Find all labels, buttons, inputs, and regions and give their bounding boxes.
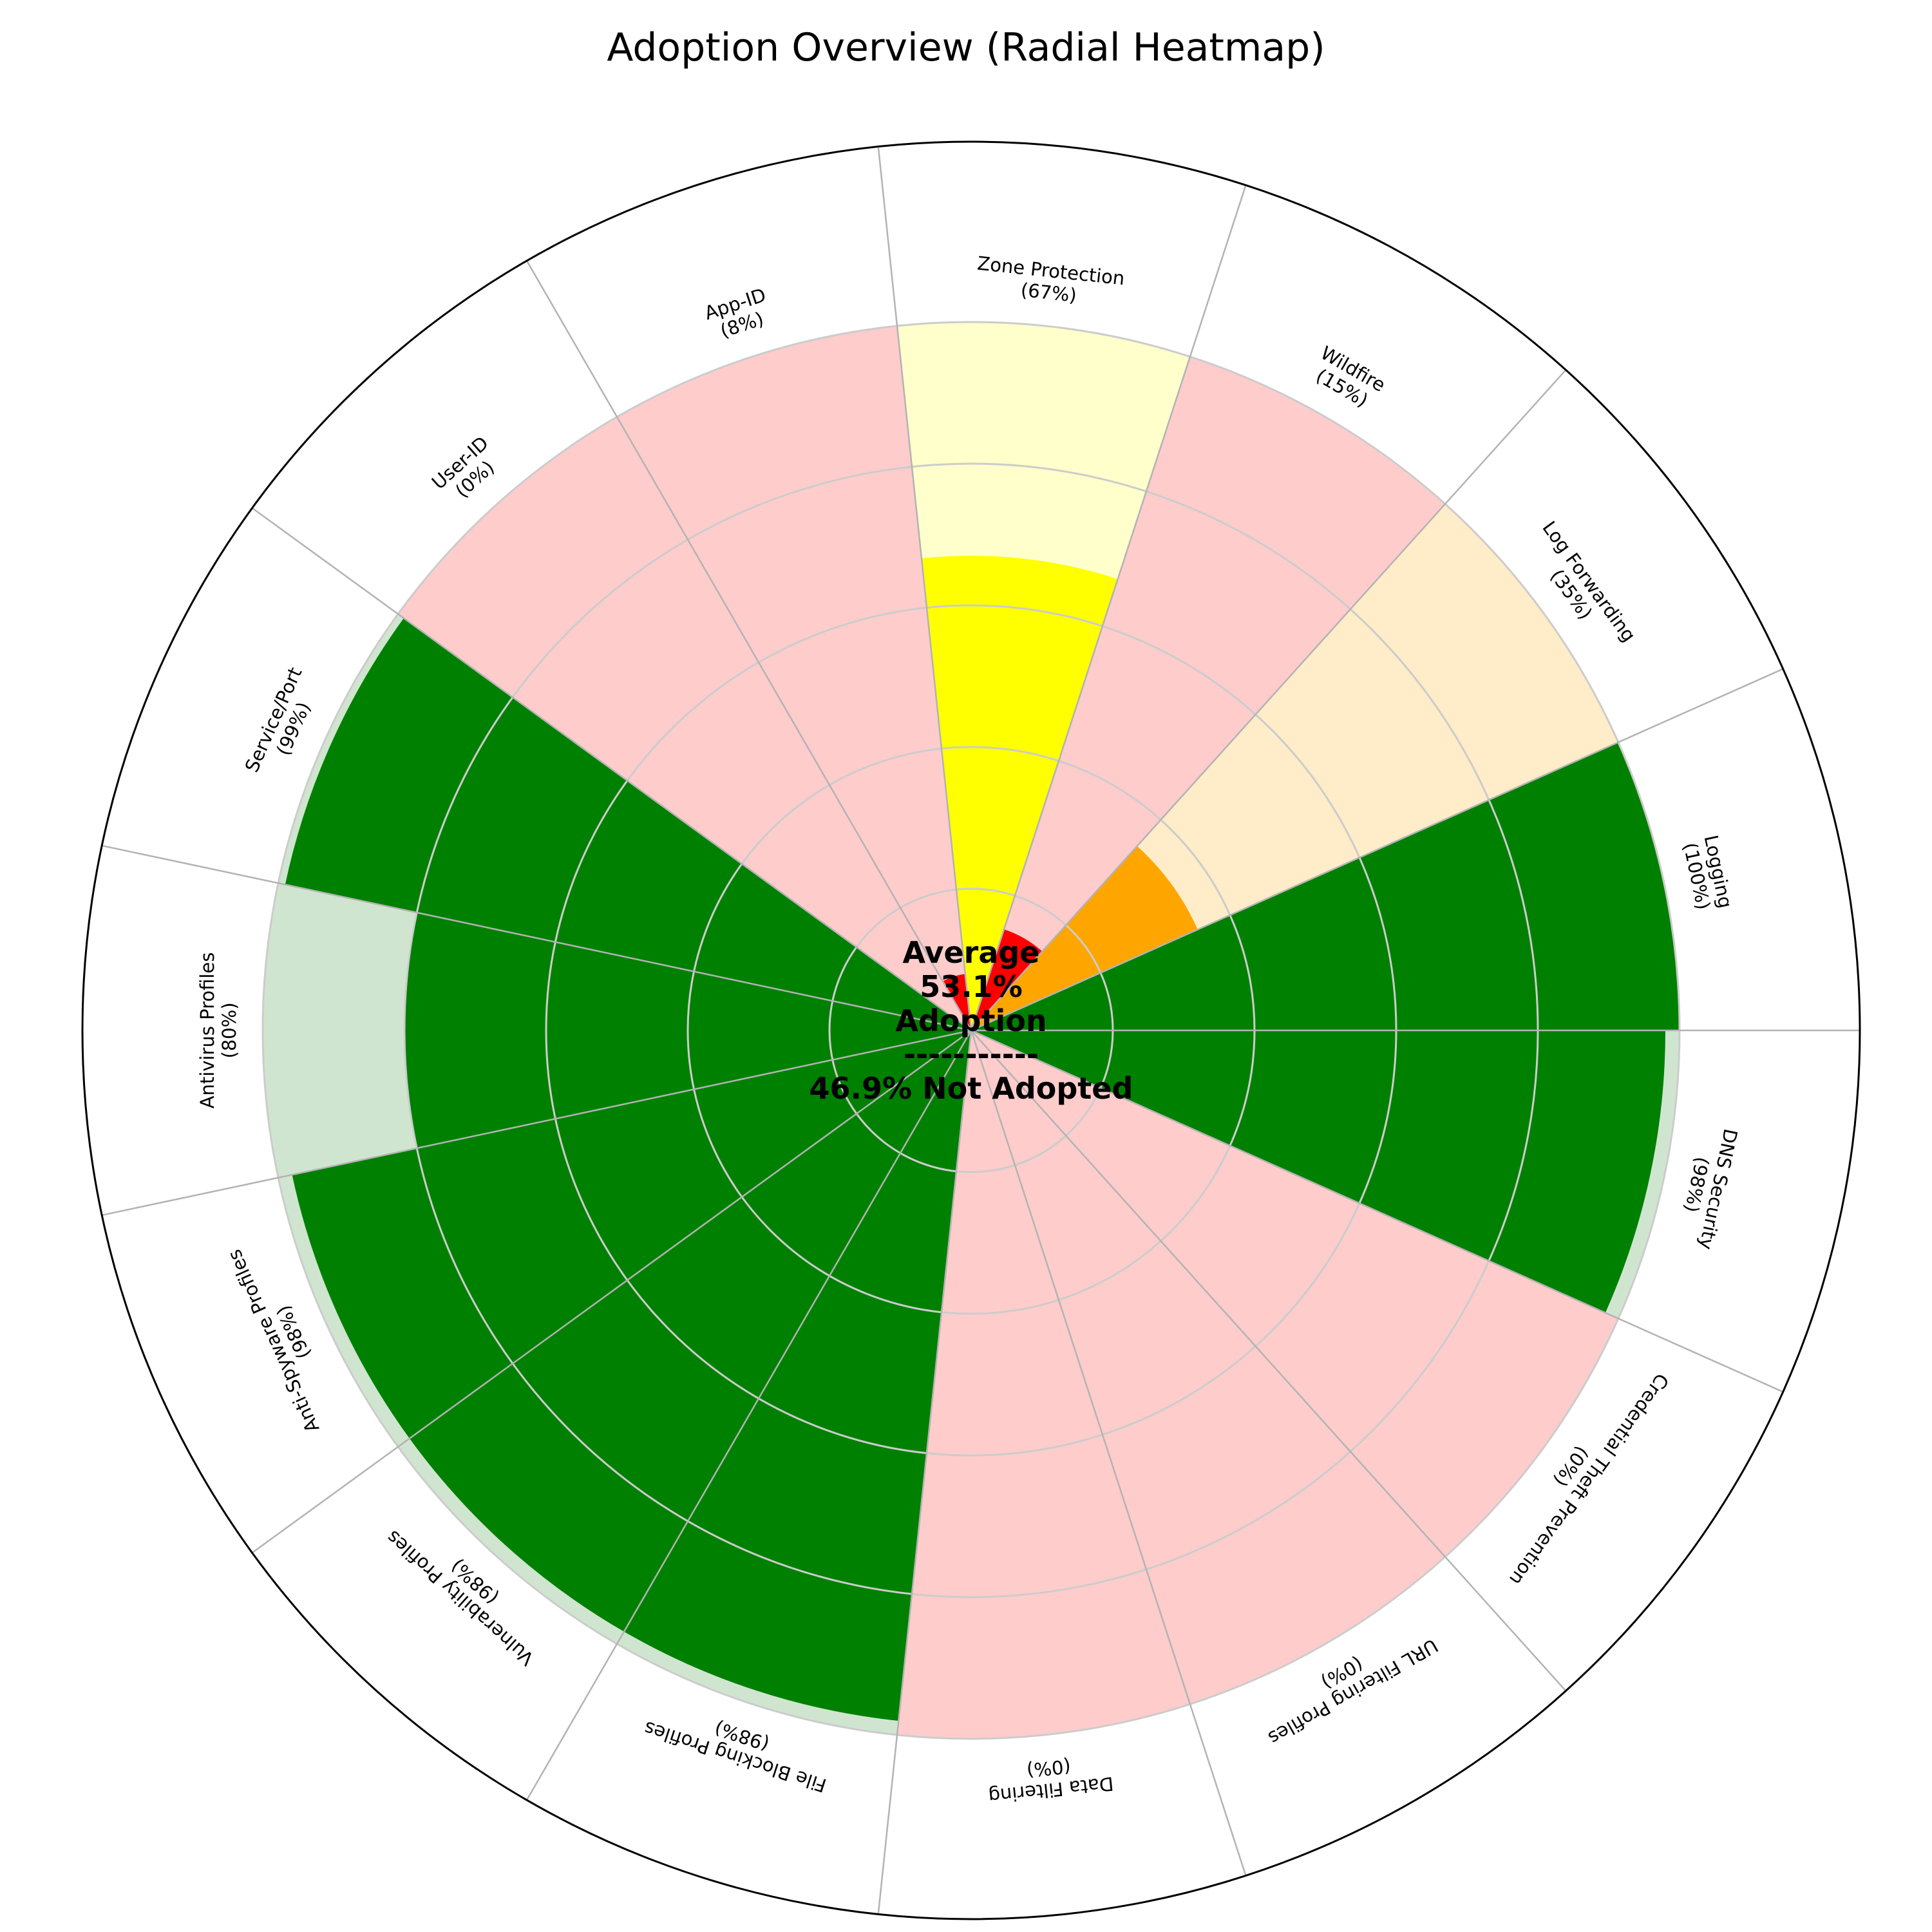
center-divider: ----------- [904, 1037, 1039, 1072]
spoke-line [101, 844, 972, 1032]
value-wedge-zone-protection [921, 556, 1118, 1030]
value-wedge-app-id [943, 974, 971, 1030]
spoke-line [971, 1030, 1567, 1692]
bg-wedge-data-filtering [897, 1030, 1190, 1739]
spoke-line [971, 369, 1567, 1031]
value-wedge-logging [971, 742, 1680, 1030]
chart-title: Adoption Overview (Radial Heatmap) [607, 25, 1325, 70]
spoke-line [877, 146, 972, 1031]
segment-label-data-filtering: Data Filtering(0%) [987, 1755, 1115, 1807]
bg-wedge-wildfire [971, 356, 1446, 1030]
value-wedge-wildfire [971, 929, 1043, 1030]
bg-wedge-user-id [398, 417, 971, 1030]
spoke-line [970, 1030, 1247, 1876]
value-wedges [285, 556, 1680, 1721]
segment-label-antivirus-profiles: Antivirus Profiles (80%) [196, 952, 240, 1109]
center-not-adopted: 46.9% Not Adopted [810, 1071, 1133, 1106]
spoke-line [877, 1030, 972, 1915]
segment-label-logging: Logging(100%) [1679, 833, 1736, 912]
spoke-line [971, 668, 1784, 1032]
segment-label-zone-protection: Zone Protection(67%) [976, 252, 1126, 307]
spoke-line [971, 1029, 1784, 1393]
spoke-line [251, 507, 972, 1032]
bg-wedge-credential-theft-prevention [971, 1030, 1618, 1557]
outer-ring [81, 140, 1861, 1920]
spokes [101, 146, 1860, 1915]
segment-percent: (0%) [1026, 1755, 1072, 1781]
center-summary: Average 53.1% Adoption ----------- 46.9%… [810, 935, 1133, 1106]
center-adoption-label: Adoption [895, 1003, 1046, 1038]
value-wedge-anti-spyware-profiles [292, 1030, 971, 1439]
value-wedge-service-port [285, 618, 971, 1030]
spoke-line [970, 185, 1247, 1031]
value-wedge-vulnerability-profiles [409, 1030, 971, 1632]
segment-label-dns-security: DNS Security(98%) [1680, 1127, 1741, 1252]
bg-wedge-url-filtering-profiles [971, 1030, 1446, 1705]
segment-label-wildfire: Wildfire(15%) [1312, 342, 1389, 412]
center-average-value: 53.1% [920, 969, 1023, 1004]
segment-percent: (80%) [218, 1002, 240, 1058]
spoke-line [251, 1029, 972, 1554]
spoke-line [526, 260, 972, 1031]
value-wedge-log-forwarding [971, 846, 1198, 1030]
bg-wedge-app-id [617, 326, 971, 1030]
center-average-label: Average [903, 935, 1040, 970]
segment-name: Antivirus Profiles [196, 952, 218, 1109]
spoke-line [526, 1030, 972, 1801]
value-wedge-dns-security [971, 1030, 1665, 1313]
value-wedge-file-blocking-profiles [624, 1030, 971, 1721]
spoke-line [101, 1029, 972, 1217]
segment-label-user-id: User-ID(0%) [428, 432, 498, 502]
segment-label-app-id: App-ID(8%) [702, 284, 769, 342]
